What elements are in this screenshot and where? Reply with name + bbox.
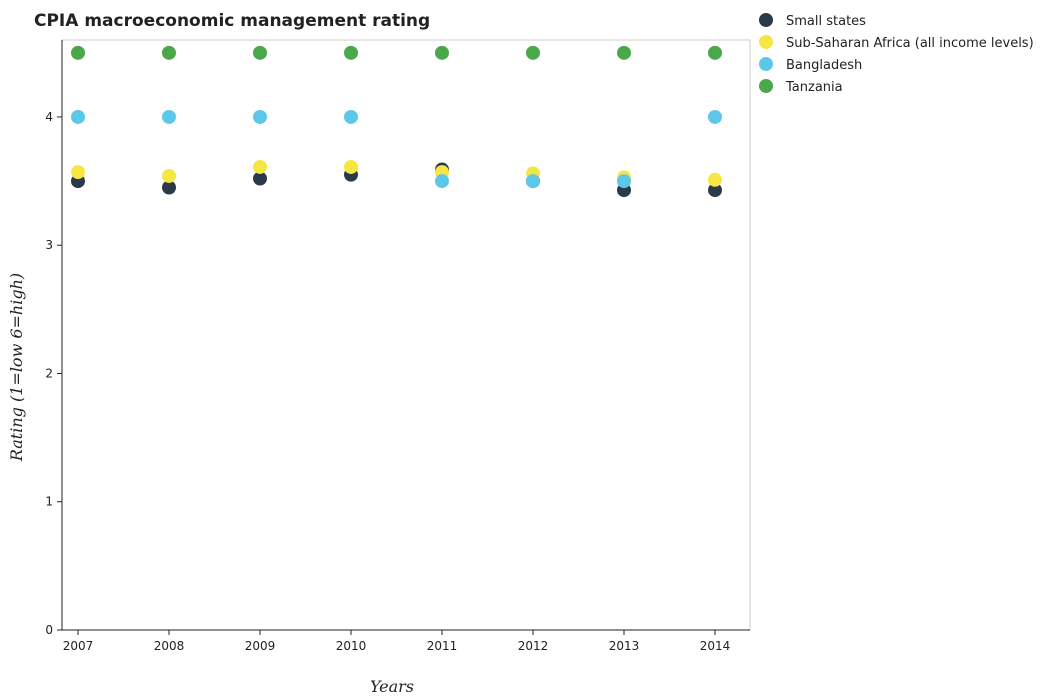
data-point — [253, 45, 267, 60]
data-point — [617, 174, 631, 189]
data-point — [253, 109, 267, 124]
data-point — [344, 45, 358, 60]
data-point — [708, 45, 722, 60]
legend-label: Tanzania — [785, 80, 843, 95]
plot-frame — [61, 39, 751, 631]
data-point — [526, 174, 540, 189]
data-point — [162, 109, 176, 124]
data-point — [162, 180, 176, 195]
x-tick-label: 2014 — [700, 639, 731, 653]
y-tick-label: 4 — [45, 110, 53, 124]
legend-label: Bangladesh — [786, 58, 862, 73]
legend-label: Sub-Saharan Africa (all income levels) — [786, 36, 1034, 51]
data-point — [344, 159, 358, 174]
series-bangladesh — [71, 109, 722, 189]
x-tick-label: 2007 — [63, 639, 94, 653]
y-axis-label: Rating (1=low 6=high) — [7, 273, 26, 462]
legend-marker — [759, 79, 773, 93]
x-axis-label: Years — [370, 677, 414, 696]
y-tick-label: 1 — [45, 495, 53, 509]
data-point — [435, 45, 449, 60]
x-tick-label: 2013 — [609, 639, 640, 653]
data-point — [253, 159, 267, 174]
data-point — [435, 174, 449, 189]
series-tanzania — [71, 45, 722, 60]
data-point — [708, 109, 722, 124]
data-point — [71, 45, 85, 60]
x-tick-label: 2011 — [427, 639, 458, 653]
data-point — [162, 45, 176, 60]
data-point — [526, 45, 540, 60]
plot-area — [71, 45, 722, 198]
x-tick-label: 2012 — [518, 639, 549, 653]
data-point — [617, 45, 631, 60]
y-tick-label: 2 — [45, 366, 53, 380]
data-point — [708, 183, 722, 198]
axes: 0 1 2 3 4 2007 2008 2009 2010 2011 2012 2013 2014 — [45, 39, 751, 653]
chart-title: CPIA macroeconomic management rating — [34, 11, 430, 31]
x-tick-label: 2010 — [336, 639, 367, 653]
y-tick-label: 0 — [45, 623, 53, 637]
data-point — [71, 109, 85, 124]
legend-label: Small states — [786, 14, 866, 29]
data-point — [162, 168, 176, 183]
x-tick-label: 2008 — [154, 639, 185, 653]
legend: Small states Sub-Saharan Africa (all inco… — [759, 13, 1034, 95]
data-point — [708, 172, 722, 187]
data-point — [253, 171, 267, 186]
data-point — [71, 165, 85, 180]
y-tick-label: 3 — [45, 238, 53, 252]
data-point — [344, 109, 358, 124]
legend-marker — [759, 57, 773, 71]
legend-marker — [759, 35, 773, 49]
legend-marker — [759, 13, 773, 27]
x-tick-label: 2009 — [245, 639, 276, 653]
